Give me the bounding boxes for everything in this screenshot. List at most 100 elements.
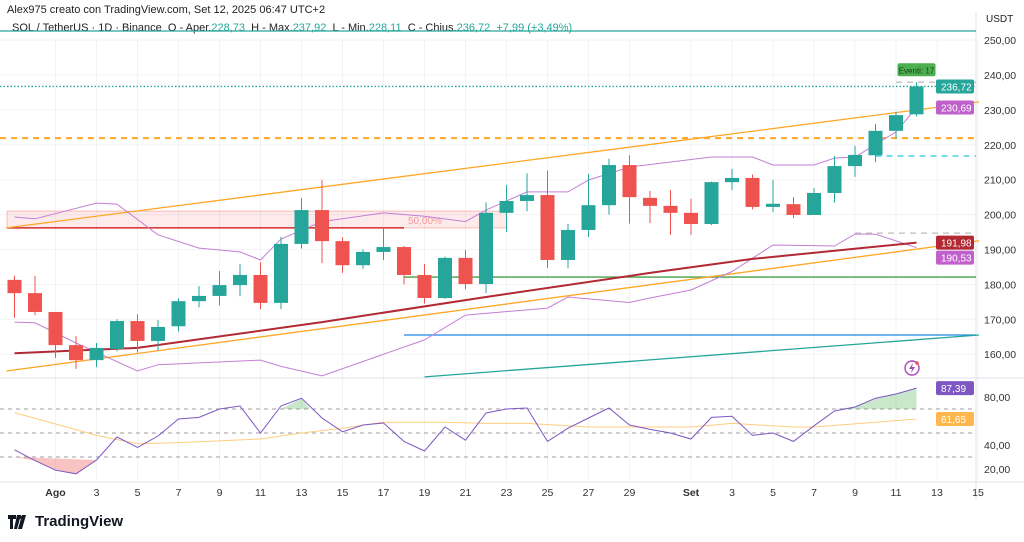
currency-unit: USDT xyxy=(986,14,1014,25)
time-axis-label: Set xyxy=(683,487,700,499)
time-axis-label: 11 xyxy=(255,487,266,499)
candle-up xyxy=(704,182,719,225)
time-axis-label: 11 xyxy=(891,487,902,499)
candle-up xyxy=(807,192,821,215)
rsi-line xyxy=(14,387,917,475)
time-axis-label: 13 xyxy=(296,487,308,499)
candle-down xyxy=(28,293,42,312)
price-axis-label: 220,00 xyxy=(984,140,1016,152)
time-axis-label: 7 xyxy=(811,487,817,499)
candle-up xyxy=(274,243,288,303)
candle-down xyxy=(540,195,555,260)
candle-up xyxy=(192,295,206,302)
price-axis-label: 240,00 xyxy=(984,70,1016,82)
rsi-overbought-fill xyxy=(281,398,310,409)
price-axis-label: 180,00 xyxy=(984,279,1016,291)
event-label: Eventi: 17 xyxy=(899,66,935,75)
rising-trendline xyxy=(424,334,980,378)
price-tag-label: 236,72 xyxy=(941,82,972,93)
time-axis-label: 23 xyxy=(501,487,513,499)
price-axis-label: 210,00 xyxy=(984,175,1016,187)
candle-up xyxy=(110,321,124,349)
time-axis-label: 3 xyxy=(729,487,735,499)
candle-up xyxy=(889,115,903,131)
candle-up xyxy=(171,301,186,327)
tradingview-logo: TradingView xyxy=(8,513,123,530)
price-axis-label: 170,00 xyxy=(984,314,1016,326)
price-tag-label: 191,98 xyxy=(941,239,972,250)
candle-up xyxy=(212,285,227,296)
chart-credit: Alex975 creato con TradingView.com, Set … xyxy=(7,4,326,16)
candle-up xyxy=(848,154,862,167)
price-tag xyxy=(936,250,974,265)
candle-up xyxy=(827,166,842,193)
candle-up xyxy=(520,195,534,201)
candle-up xyxy=(868,130,883,156)
time-axis-label: 27 xyxy=(583,487,595,499)
candle-up xyxy=(479,212,493,285)
channel-upper-line xyxy=(6,101,980,229)
candle-up xyxy=(909,86,924,115)
time-axis-label: 17 xyxy=(378,487,390,499)
candle-up xyxy=(356,251,370,266)
time-axis-label: 15 xyxy=(337,487,349,499)
lightning-icon xyxy=(904,360,920,376)
candle-down xyxy=(69,345,83,361)
notification-dot-icon xyxy=(915,361,919,365)
candle-up xyxy=(376,247,391,252)
time-axis-label: 19 xyxy=(419,487,431,499)
time-axis-label: 7 xyxy=(176,487,182,499)
price-tag-label: 87,39 xyxy=(941,384,966,395)
candle-down xyxy=(397,247,411,275)
price-axis-label: 250,00 xyxy=(984,35,1016,47)
candle-up xyxy=(294,210,309,244)
time-axis-label: 5 xyxy=(770,487,776,499)
price-tag xyxy=(936,79,974,94)
price-tag-label: 61,65 xyxy=(941,415,966,426)
event-badge xyxy=(897,63,936,77)
channel-lower-line xyxy=(6,240,980,372)
candle-down xyxy=(417,274,432,299)
price-axis-label: 160,00 xyxy=(984,349,1016,361)
rsi-ma-line xyxy=(14,412,917,445)
candle-down xyxy=(130,321,145,341)
price-axis-label: 230,00 xyxy=(984,105,1016,117)
candle-down xyxy=(253,274,268,303)
candle-up xyxy=(89,347,104,361)
candle-up xyxy=(233,274,247,286)
candle-down xyxy=(684,212,698,225)
time-axis-label: Ago xyxy=(45,487,65,499)
price-axis-label: 200,00 xyxy=(984,210,1016,222)
candle-down xyxy=(786,204,801,215)
candle-up xyxy=(151,326,165,341)
candle-down xyxy=(7,279,22,294)
band-lower-line xyxy=(14,233,917,377)
candle-down xyxy=(663,205,678,213)
candle-down xyxy=(315,210,329,242)
candle-down xyxy=(335,241,350,266)
candle-up xyxy=(725,177,739,183)
candle-down xyxy=(745,177,760,207)
candle-up xyxy=(766,203,780,207)
candle-up xyxy=(581,205,596,230)
candle-down xyxy=(48,311,63,346)
tradingview-logo-icon xyxy=(8,514,26,529)
time-axis-label: 21 xyxy=(460,487,472,499)
price-tag-label: 230,69 xyxy=(941,103,972,114)
lightning-bolt-icon xyxy=(909,363,915,373)
price-tag xyxy=(936,412,974,427)
rsi-axis-label: 20,00 xyxy=(984,464,1010,476)
candle-up xyxy=(602,165,616,206)
price-tag xyxy=(936,381,974,396)
logo-text: TradingView xyxy=(35,513,124,530)
time-axis-label: 13 xyxy=(931,487,943,499)
price-tag-label: 190,53 xyxy=(941,254,972,265)
time-axis-label: 29 xyxy=(624,487,636,499)
rsi-axis-label: 80,00 xyxy=(984,392,1010,404)
time-axis-label: 9 xyxy=(852,487,858,499)
rsi-oversold-fill xyxy=(14,457,97,474)
candle-down xyxy=(622,165,637,198)
price-axis-label: 190,00 xyxy=(984,245,1016,257)
fib-label: 50,00% xyxy=(408,216,442,227)
